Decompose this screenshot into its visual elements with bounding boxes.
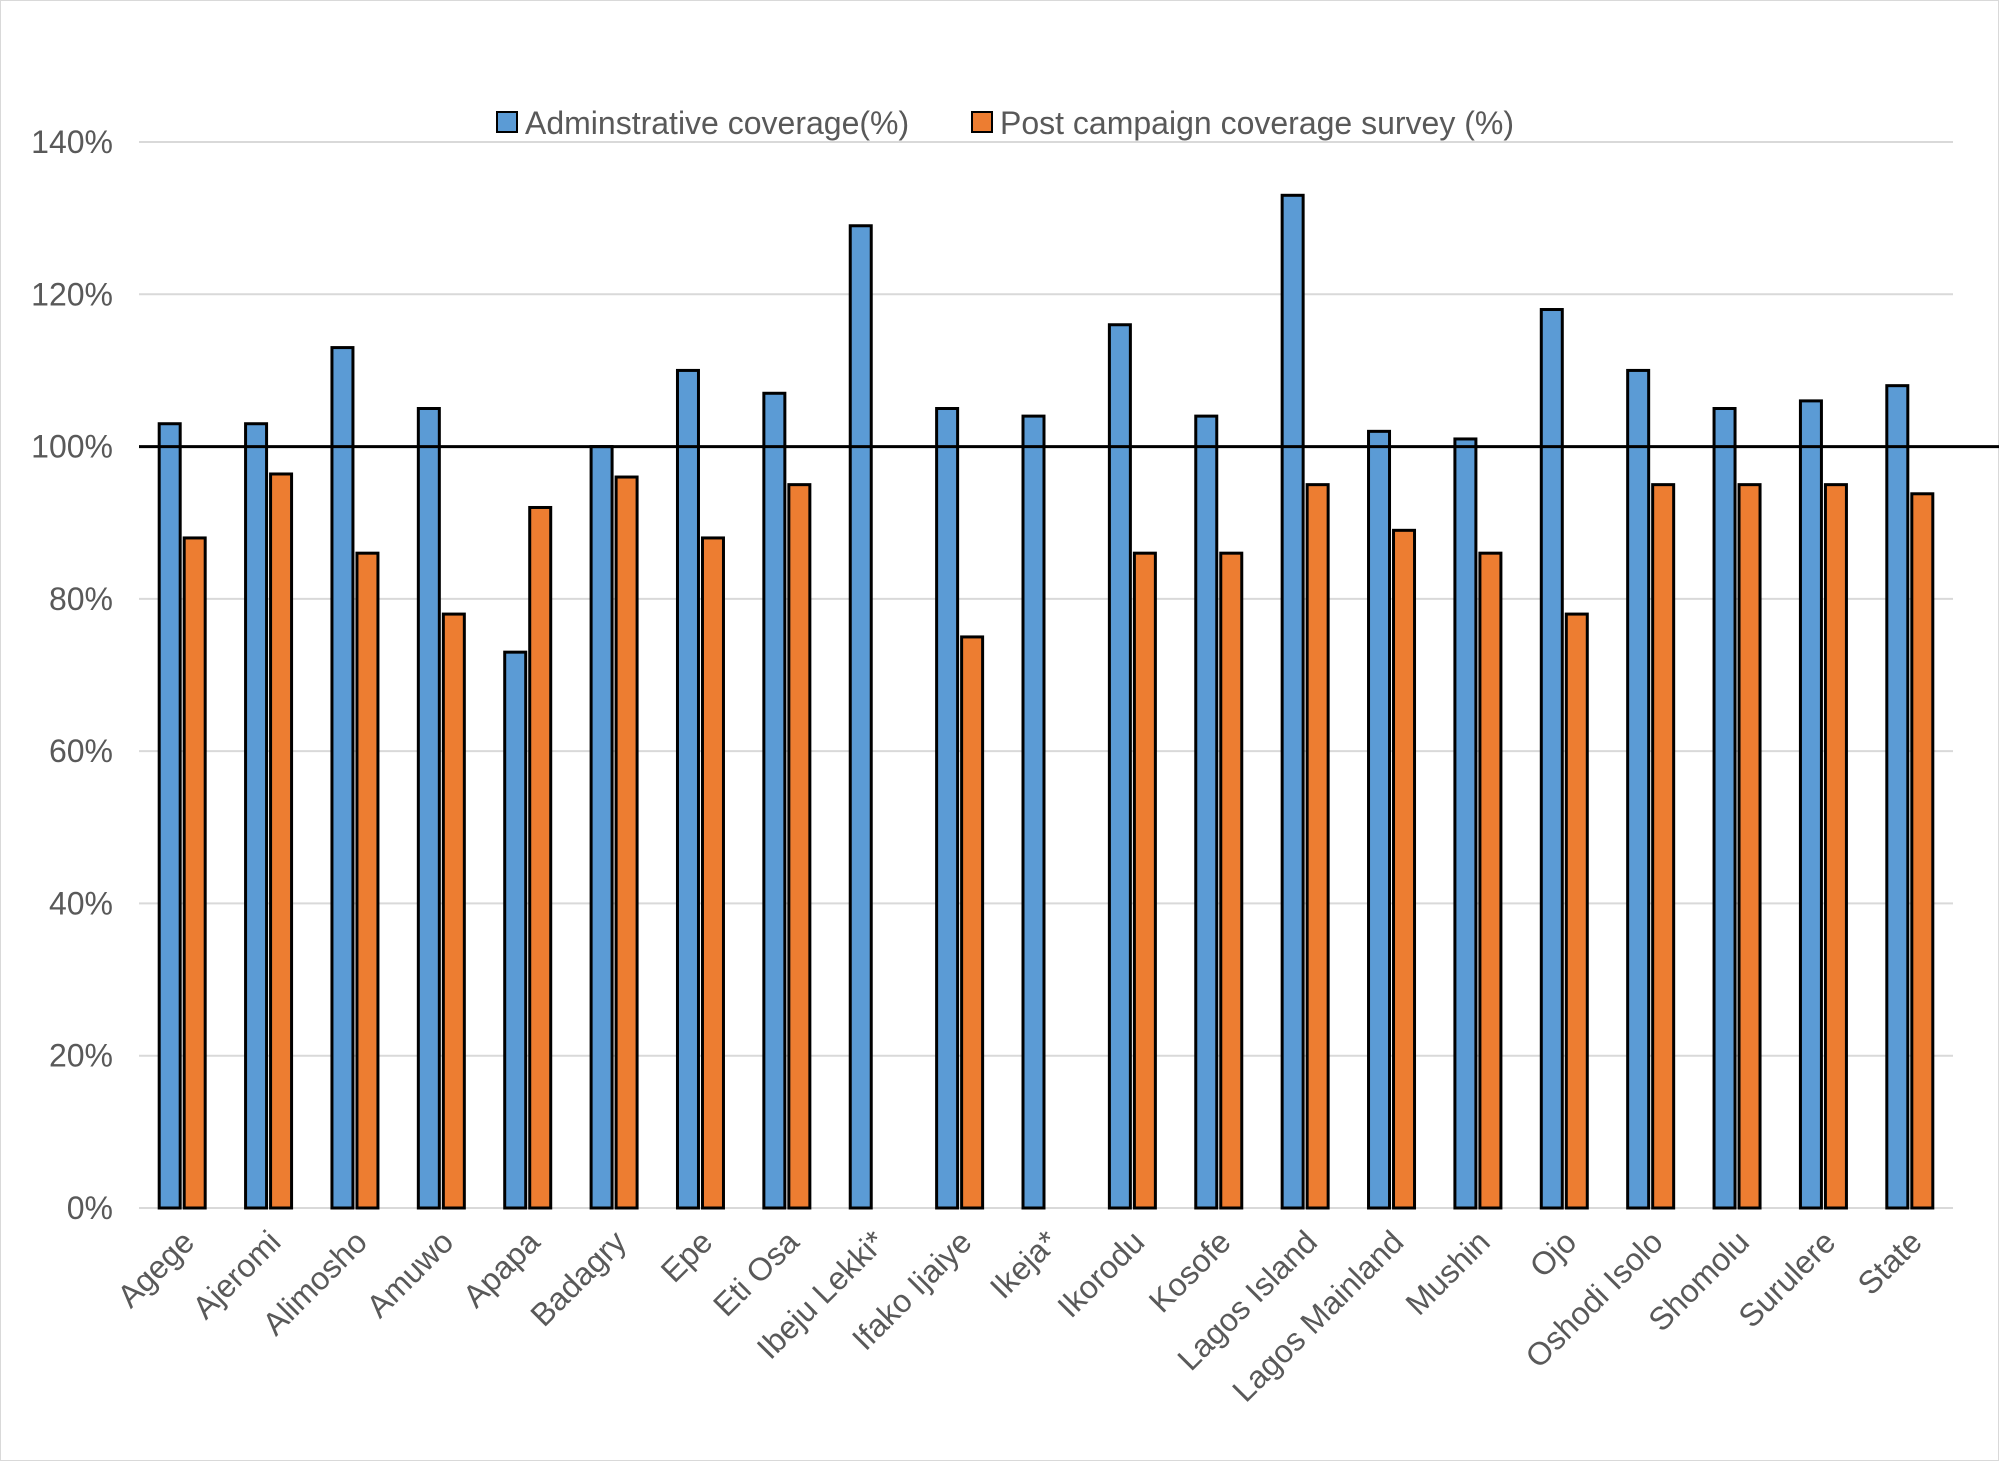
legend-label: Post campaign coverage survey (%) (1000, 105, 1514, 141)
y-tick-label: 100% (31, 429, 113, 465)
x-category-label: State (1850, 1223, 1928, 1301)
bar-administrative-7 (675, 368, 700, 1210)
bar-survey-20 (1823, 483, 1848, 1210)
bar-survey-21 (1910, 492, 1935, 1210)
bar-administrative-13 (1194, 414, 1219, 1210)
bar-survey-6 (614, 475, 639, 1210)
bar-survey-10 (960, 635, 985, 1210)
x-category-label: Surulere (1731, 1223, 1842, 1334)
x-category-label: Epe (654, 1223, 720, 1289)
x-category-label: Ojo (1523, 1223, 1584, 1284)
bar-survey-1 (182, 536, 207, 1210)
y-tick-label: 0% (67, 1190, 113, 1226)
x-category-label: Ikorodu (1050, 1223, 1151, 1324)
bar-administrative-20 (1798, 399, 1823, 1210)
bar-administrative-17 (1539, 308, 1564, 1210)
bar-survey-16 (1478, 551, 1503, 1210)
bar-administrative-18 (1626, 368, 1651, 1210)
bar-survey-5 (528, 505, 553, 1210)
bar-survey-8 (787, 483, 812, 1210)
y-tick-label: 140% (31, 124, 113, 160)
bar-administrative-11 (1021, 414, 1046, 1210)
legend-swatch (971, 111, 993, 133)
x-category-label: Ikeja* (983, 1223, 1065, 1305)
bar-administrative-4 (416, 407, 441, 1210)
y-tick-label: 20% (49, 1038, 113, 1074)
y-tick-label: 120% (31, 276, 113, 312)
legend-swatch (496, 111, 518, 133)
bar-survey-15 (1392, 528, 1417, 1210)
legend: Adminstrative coverage(%) Post campaign c… (496, 105, 1514, 141)
y-tick-label: 40% (49, 885, 113, 921)
bar-administrative-5 (503, 650, 528, 1210)
x-category-label: Mushin (1398, 1223, 1496, 1321)
bar-survey-7 (700, 536, 725, 1210)
y-tick-label: 80% (49, 581, 113, 617)
bar-survey-13 (1219, 551, 1244, 1210)
y-axis-tick-labels: 0% 20% 40% 60% 80% 100% 120% 140% (31, 124, 113, 1226)
bar-survey-4 (441, 612, 466, 1210)
bar-administrative-1 (157, 422, 182, 1210)
bar-survey-12 (1132, 551, 1157, 1210)
bar-administrative-15 (1367, 429, 1392, 1210)
bar-administrative-19 (1712, 407, 1737, 1210)
bar-administrative-2 (244, 422, 269, 1210)
y-tick-label: 60% (49, 733, 113, 769)
bar-survey-2 (269, 472, 294, 1210)
bar-administrative-3 (330, 346, 355, 1210)
bar-administrative-12 (1107, 323, 1132, 1210)
bar-administrative-21 (1885, 384, 1910, 1210)
bar-administrative-6 (589, 445, 614, 1210)
x-category-label: Badagry (523, 1223, 633, 1333)
bar-administrative-8 (762, 391, 787, 1210)
bar-survey-14 (1305, 483, 1330, 1210)
bar-survey-17 (1564, 612, 1589, 1210)
bar-administrative-14 (1280, 193, 1305, 1210)
bar-administrative-9 (848, 224, 873, 1210)
bars (157, 193, 1935, 1210)
bar-survey-19 (1737, 483, 1762, 1210)
gridlines (139, 141, 1953, 1209)
bar-survey-18 (1651, 483, 1676, 1210)
bar-survey-3 (355, 551, 380, 1210)
legend-label: Adminstrative coverage(%) (525, 105, 909, 141)
bar-administrative-16 (1453, 437, 1478, 1210)
bar-administrative-10 (935, 407, 960, 1210)
x-category-label: Amuwo (359, 1223, 460, 1324)
